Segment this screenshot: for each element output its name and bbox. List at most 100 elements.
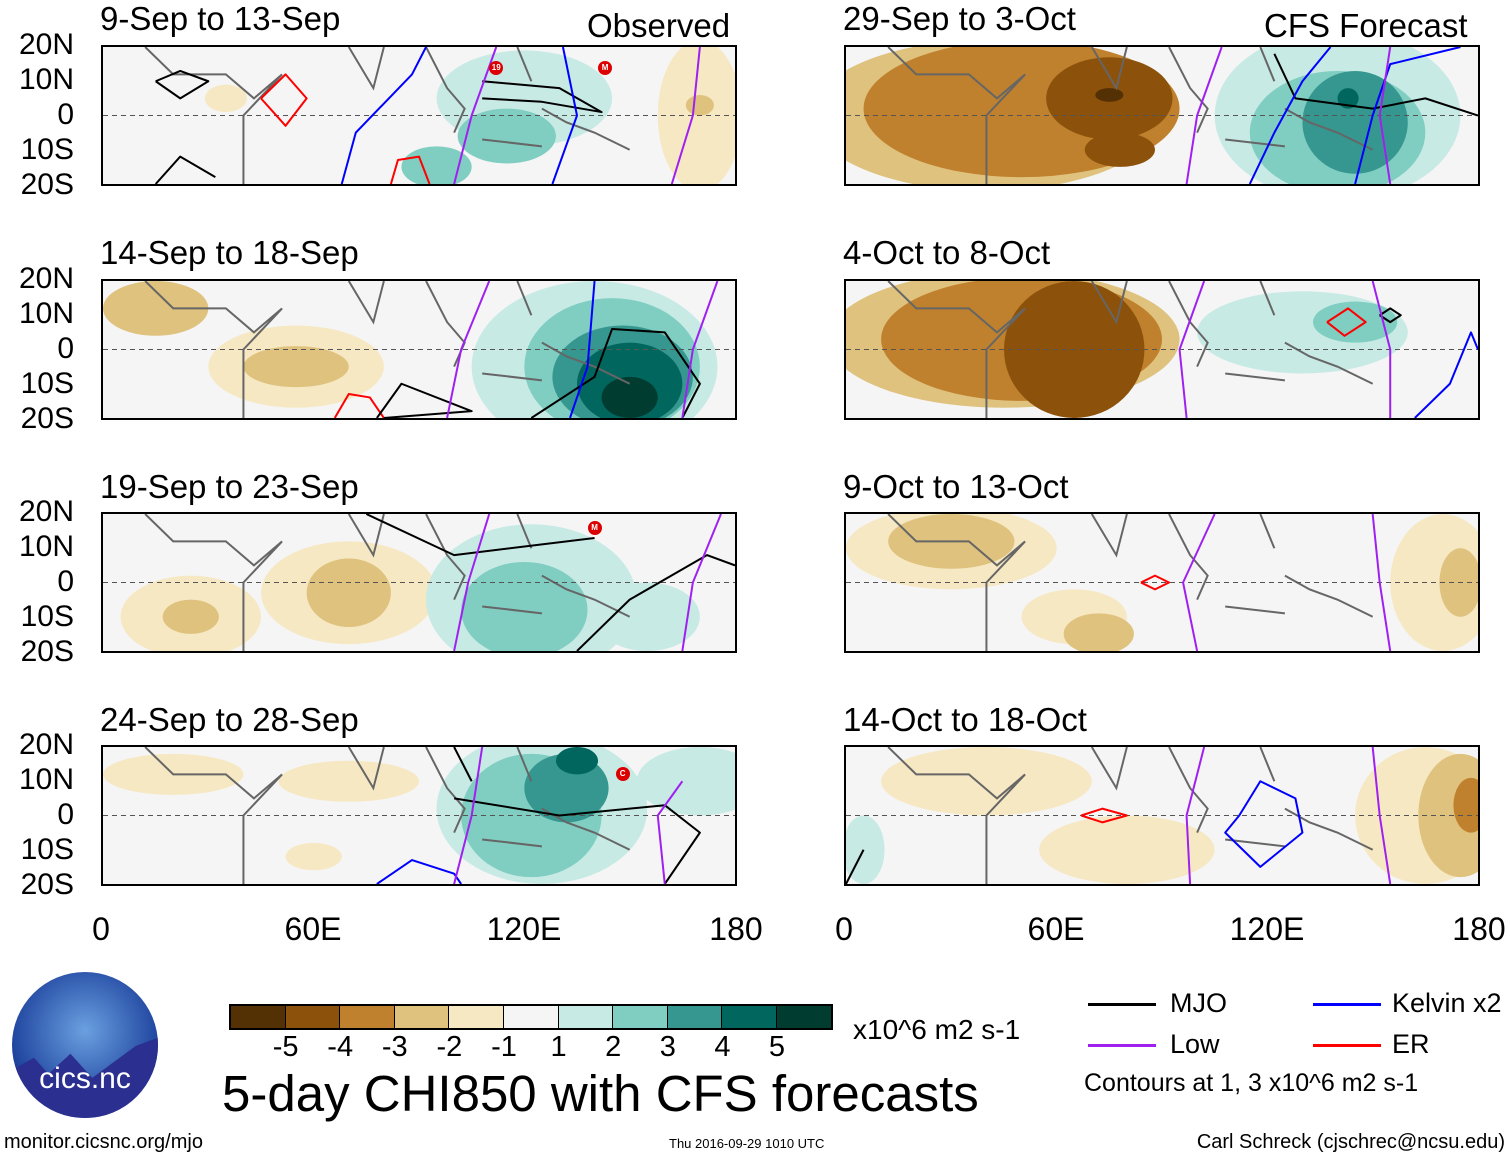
- chi-anomaly-region: [594, 582, 700, 651]
- lat-label: 10N: [18, 297, 74, 330]
- lon-label: 0: [92, 911, 110, 947]
- colorbar-swatch: [394, 1006, 450, 1028]
- chi-anomaly-region: [1039, 815, 1215, 884]
- chi-anomaly-region: [457, 108, 556, 164]
- low-contour: [1373, 281, 1391, 418]
- legend-er-line: [1313, 1044, 1381, 1047]
- coastline: [1169, 747, 1208, 833]
- coastline: [1169, 281, 1208, 367]
- low-contour: [1380, 47, 1391, 184]
- coastline: [1092, 47, 1127, 88]
- coastline: [1169, 514, 1208, 600]
- map-svg: [846, 514, 1478, 651]
- coastline: [1092, 281, 1127, 322]
- chi-anomaly-region: [1337, 88, 1359, 109]
- lon-label: 60E: [1027, 911, 1085, 947]
- chi-anomaly-region: [204, 84, 247, 113]
- coastline: [426, 514, 465, 600]
- map-panel: [844, 279, 1480, 420]
- low-contour: [682, 281, 717, 418]
- legend-kelvin: Kelvin x2: [1392, 988, 1502, 1018]
- kelvin-contour: [1415, 332, 1478, 418]
- colorbar: [229, 1004, 833, 1030]
- chi-anomaly-region: [657, 47, 735, 184]
- colorbar-label: 4: [714, 1031, 731, 1063]
- mjo-contour: [156, 157, 216, 184]
- er-contour: [1081, 809, 1127, 823]
- colorbar-label: -4: [327, 1031, 354, 1063]
- chi-anomaly-region: [103, 281, 209, 336]
- lat-label: 10N: [18, 763, 74, 796]
- cics-logo: cics.nc: [12, 972, 158, 1118]
- low-contour: [447, 281, 489, 418]
- storm-marker: M: [587, 520, 602, 535]
- chi-anomaly-region: [555, 747, 599, 775]
- mjo-contour: [482, 81, 601, 112]
- legend-low-line: [1088, 1044, 1156, 1047]
- legend-kelvin-line: [1313, 1003, 1381, 1006]
- footer-timestamp: Thu 2016-09-29 1010 UTC: [669, 1136, 825, 1151]
- low-contour: [672, 47, 700, 184]
- map-panel: C: [101, 745, 737, 886]
- coastline: [1092, 514, 1127, 555]
- legend-low: Low: [1170, 1029, 1220, 1059]
- coastline: [349, 281, 384, 322]
- lat-label: 20N: [18, 728, 74, 761]
- colorbar-swatch: [776, 1006, 831, 1028]
- chi-anomaly-region: [306, 558, 391, 628]
- low-contour: [682, 514, 721, 651]
- observed-label: Observed: [587, 7, 731, 44]
- lat-label: 20N: [18, 28, 74, 61]
- mjo-contour: [531, 329, 700, 418]
- coastline: [426, 47, 465, 133]
- mjo-contour: [846, 850, 864, 884]
- panel-title: 9-Sep to 13-Sep: [100, 0, 341, 37]
- coastline: [888, 747, 1025, 884]
- colorbar-label: -1: [491, 1031, 517, 1063]
- lat-label: 20S: [20, 868, 74, 901]
- kelvin-contour: [1355, 47, 1460, 184]
- chi-anomaly-region: [636, 747, 735, 816]
- coastline: [145, 747, 282, 884]
- colorbar-label: 1: [550, 1031, 567, 1063]
- low-contour: [1373, 514, 1391, 651]
- map-panel: M: [101, 512, 737, 653]
- lat-label: 20N: [18, 262, 74, 295]
- mjo-contour: [454, 747, 472, 781]
- lat-label: 0: [57, 332, 74, 365]
- mjo-contour: [1380, 308, 1401, 322]
- colorbar-swatch: [613, 1006, 668, 1028]
- chi-anomaly-region: [601, 376, 658, 418]
- low-contour: [1183, 514, 1215, 651]
- lat-label: 10S: [20, 600, 74, 633]
- kelvin-contour: [377, 860, 461, 884]
- map-svg: [846, 747, 1478, 884]
- lat-label: 20S: [20, 168, 74, 201]
- footer-author: Carl Schreck (cjschrec@ncsu.edu): [1196, 1131, 1505, 1153]
- colorbar-swatch: [722, 1006, 777, 1028]
- map-svg: [103, 47, 735, 184]
- storm-marker: C: [615, 767, 630, 782]
- low-contour: [454, 47, 496, 184]
- colorbar-swatch: [449, 1006, 504, 1028]
- lon-label: 60E: [284, 911, 342, 947]
- colorbar-swatch: [558, 1006, 614, 1028]
- mjo-contour: [1274, 54, 1478, 116]
- colorbar-label: 2: [605, 1031, 622, 1063]
- coastline: [888, 281, 1025, 418]
- chi-anomaly-region: [685, 94, 714, 116]
- chi-anomaly-region: [278, 760, 419, 802]
- er-contour: [261, 74, 307, 125]
- lat-label: 0: [57, 98, 74, 131]
- chi-anomaly-region: [162, 599, 219, 634]
- footer-url[interactable]: monitor.cicsnc.org/mjo: [4, 1131, 203, 1153]
- lat-label: 20S: [20, 635, 74, 668]
- storm-marker: M: [598, 60, 613, 75]
- chi-anomaly-region: [1084, 132, 1155, 167]
- kelvin-contour: [342, 47, 426, 184]
- coastline: [349, 514, 384, 555]
- lat-label: 10N: [18, 63, 74, 96]
- panel-title: 29-Sep to 3-Oct: [843, 0, 1076, 37]
- low-contour: [1373, 747, 1391, 884]
- kelvin-contour: [1250, 47, 1331, 184]
